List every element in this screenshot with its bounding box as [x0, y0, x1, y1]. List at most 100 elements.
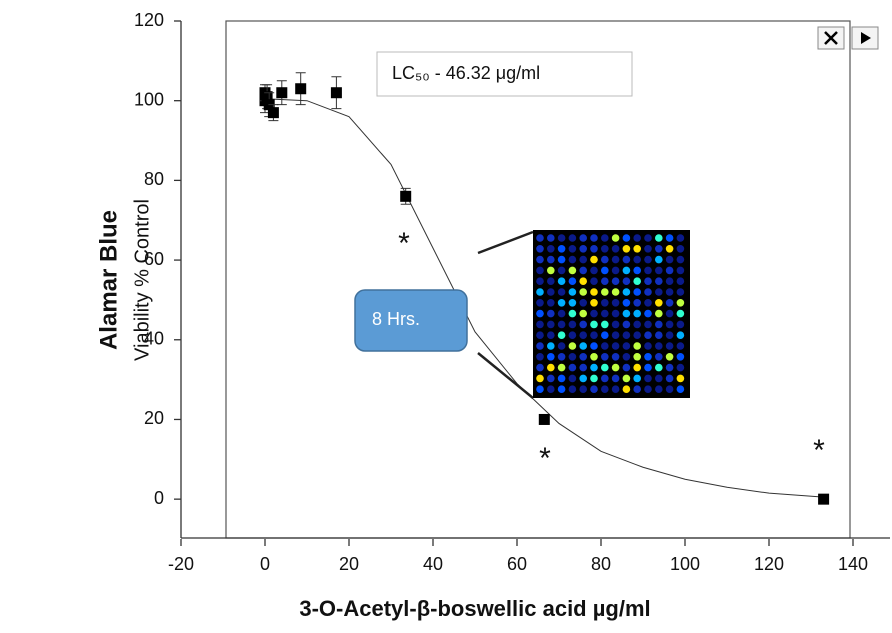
- heatmap-dot: [579, 245, 587, 253]
- heatmap-dot: [558, 385, 566, 393]
- heatmap-dot: [558, 267, 566, 275]
- heatmap-dot: [644, 310, 652, 318]
- heatmap-dot: [666, 310, 674, 318]
- heatmap-dot: [655, 310, 663, 318]
- heatmap-dot: [666, 321, 674, 329]
- heatmap-dot: [644, 245, 652, 253]
- heatmap-dot: [601, 385, 609, 393]
- heatmap-dot: [579, 364, 587, 372]
- point: [331, 87, 342, 98]
- heatmap-dot: [612, 234, 620, 242]
- heatmap-dot: [558, 245, 566, 253]
- y-tick-label: 80: [144, 169, 164, 189]
- heatmap-dot: [569, 342, 577, 350]
- heatmap-dot: [547, 321, 555, 329]
- point: [295, 83, 306, 94]
- heatmap-dot: [677, 310, 685, 318]
- heatmap-dot: [612, 331, 620, 339]
- heatmap-dot: [644, 256, 652, 264]
- heatmap-dot: [633, 234, 641, 242]
- heatmap-dot: [623, 256, 631, 264]
- heatmap-dot: [579, 342, 587, 350]
- heatmap-dot: [612, 353, 620, 361]
- heatmap-dot: [623, 385, 631, 393]
- heatmap-dot: [644, 375, 652, 383]
- y-tick-label: 20: [144, 408, 164, 428]
- heatmap-dot: [644, 385, 652, 393]
- heatmap-dot: [601, 277, 609, 285]
- heatmap-dot: [547, 310, 555, 318]
- connector: [478, 353, 533, 398]
- heatmap-dot: [558, 299, 566, 307]
- heatmap-dot: [579, 288, 587, 296]
- heatmap-dot: [601, 299, 609, 307]
- y-tick-label: 120: [134, 10, 164, 30]
- heatmap-dot: [666, 234, 674, 242]
- close-button[interactable]: [818, 27, 844, 49]
- heatmap-dot: [633, 375, 641, 383]
- heatmap-dot: [547, 385, 555, 393]
- y-tick-label: 40: [144, 329, 164, 349]
- heatmap-dot: [623, 288, 631, 296]
- y-tick-label: 100: [134, 89, 164, 109]
- heatmap-dot: [601, 321, 609, 329]
- heatmap-dot: [633, 245, 641, 253]
- heatmap-dot: [612, 245, 620, 253]
- heatmap-dot: [612, 321, 620, 329]
- x-tick-label: 60: [507, 554, 527, 574]
- heatmap-dot: [569, 364, 577, 372]
- heatmap-dot: [547, 353, 555, 361]
- heatmap-dot: [536, 353, 544, 361]
- heatmap-dot: [666, 288, 674, 296]
- heatmap-dot: [633, 385, 641, 393]
- heatmap-dot: [677, 364, 685, 372]
- heatmap-dot: [655, 299, 663, 307]
- heatmap-dot: [612, 310, 620, 318]
- heatmap-dot: [677, 267, 685, 275]
- heatmap-dot: [601, 364, 609, 372]
- heatmap-dot: [677, 331, 685, 339]
- heatmap-dot: [623, 310, 631, 318]
- heatmap-dot: [590, 385, 598, 393]
- heatmap-dot: [666, 267, 674, 275]
- heatmap-dot: [655, 256, 663, 264]
- heatmap-dot: [612, 256, 620, 264]
- point: [818, 494, 829, 505]
- heatmap-dot: [558, 364, 566, 372]
- heatmap-dot: [536, 364, 544, 372]
- heatmap-dot: [558, 310, 566, 318]
- x-tick-label: 140: [838, 554, 868, 574]
- heatmap-dot: [558, 234, 566, 242]
- heatmap-dot: [590, 375, 598, 383]
- heatmap-dot: [590, 342, 598, 350]
- heatmap-dot: [536, 385, 544, 393]
- heatmap-dot: [547, 342, 555, 350]
- heatmap-dot: [655, 277, 663, 285]
- heatmap-dot: [547, 234, 555, 242]
- heatmap-dot: [579, 310, 587, 318]
- heatmap-dot: [644, 321, 652, 329]
- heatmap-dot: [655, 364, 663, 372]
- heatmap-dot: [655, 267, 663, 275]
- heatmap-dot: [633, 331, 641, 339]
- heatmap-dot: [644, 299, 652, 307]
- heatmap-dot: [666, 385, 674, 393]
- heatmap-dot: [655, 321, 663, 329]
- heatmap-dot: [536, 342, 544, 350]
- heatmap-dot: [644, 342, 652, 350]
- heatmap-dot: [601, 353, 609, 361]
- heatmap-dot: [601, 256, 609, 264]
- point: [268, 107, 279, 118]
- heatmap-dot: [590, 364, 598, 372]
- next-button[interactable]: [852, 27, 878, 49]
- heatmap-dot: [579, 299, 587, 307]
- heatmap-dot: [666, 299, 674, 307]
- heatmap-dot: [590, 310, 598, 318]
- heatmap-dot: [536, 256, 544, 264]
- heatmap-dot: [547, 277, 555, 285]
- heatmap-dot: [655, 331, 663, 339]
- x-tick-label: 80: [591, 554, 611, 574]
- heatmap-dot: [569, 331, 577, 339]
- significance: *: [539, 442, 551, 475]
- heatmap-dot: [590, 277, 598, 285]
